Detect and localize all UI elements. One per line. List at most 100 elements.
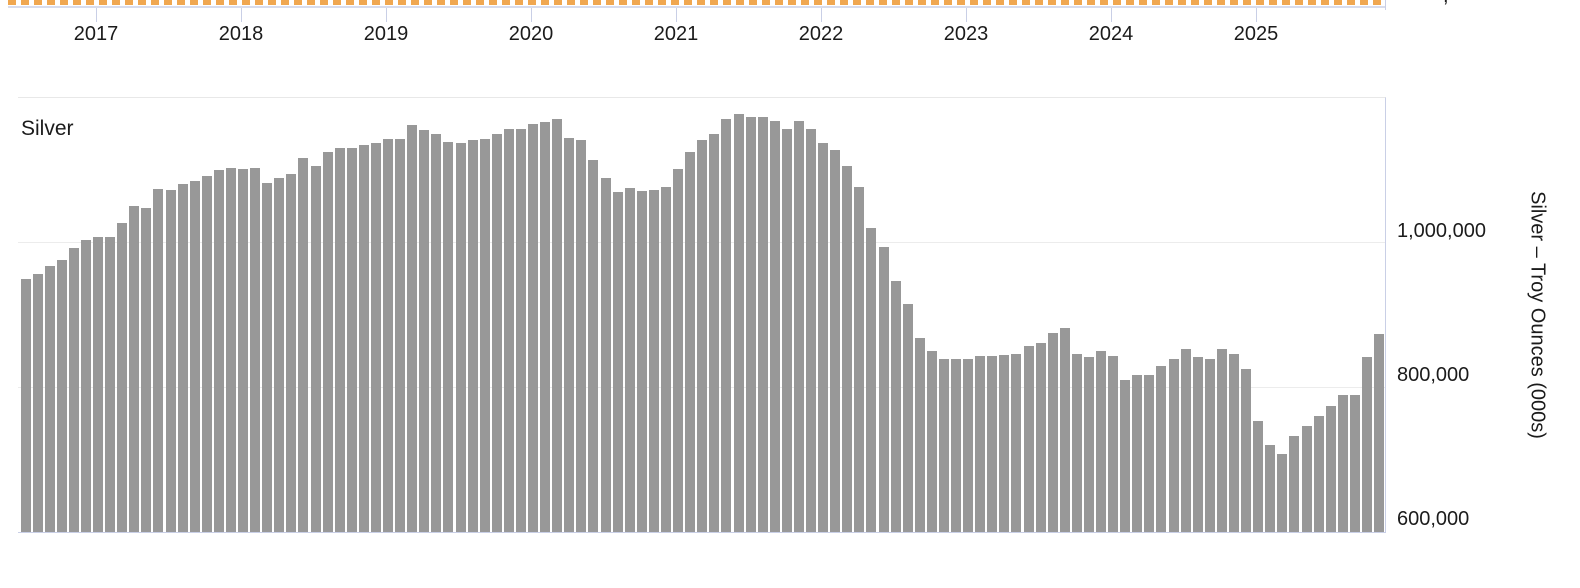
bar[interactable] bbox=[56, 260, 67, 532]
bar[interactable] bbox=[648, 189, 659, 532]
bar[interactable] bbox=[93, 237, 103, 532]
bar[interactable] bbox=[1083, 357, 1094, 532]
bar[interactable] bbox=[1168, 359, 1179, 532]
bar[interactable] bbox=[866, 227, 877, 532]
bar[interactable] bbox=[1180, 349, 1191, 532]
bar[interactable] bbox=[443, 141, 454, 532]
bar[interactable] bbox=[806, 128, 817, 532]
bar[interactable] bbox=[262, 183, 273, 532]
bar[interactable] bbox=[431, 133, 442, 532]
bar[interactable] bbox=[926, 351, 937, 532]
bar[interactable] bbox=[1011, 353, 1022, 532]
bar[interactable] bbox=[697, 140, 708, 532]
bar[interactable] bbox=[576, 139, 587, 532]
bar[interactable] bbox=[1277, 453, 1288, 532]
bar[interactable] bbox=[1144, 375, 1155, 532]
bar[interactable] bbox=[419, 130, 430, 532]
bar[interactable] bbox=[334, 148, 345, 532]
bar[interactable] bbox=[745, 117, 756, 532]
bar[interactable] bbox=[999, 355, 1010, 532]
bar[interactable] bbox=[854, 186, 865, 532]
bar[interactable] bbox=[274, 177, 285, 532]
bar[interactable] bbox=[564, 137, 575, 532]
bar[interactable] bbox=[117, 222, 128, 532]
bar[interactable] bbox=[709, 133, 720, 532]
bar[interactable] bbox=[225, 167, 236, 532]
bar[interactable] bbox=[346, 147, 357, 532]
bar[interactable] bbox=[830, 149, 841, 532]
bar[interactable] bbox=[914, 337, 925, 532]
bar[interactable] bbox=[1132, 374, 1143, 532]
bar[interactable] bbox=[938, 359, 949, 532]
bar[interactable] bbox=[1253, 421, 1264, 532]
bar[interactable] bbox=[902, 304, 913, 532]
bar[interactable] bbox=[503, 128, 514, 532]
bar[interactable] bbox=[479, 138, 490, 532]
bar[interactable] bbox=[310, 165, 321, 532]
bar[interactable] bbox=[1361, 357, 1372, 532]
bar[interactable] bbox=[1216, 349, 1227, 532]
bar[interactable] bbox=[141, 207, 152, 532]
bar[interactable] bbox=[528, 123, 539, 532]
bar[interactable] bbox=[32, 274, 43, 532]
bar[interactable] bbox=[250, 167, 261, 532]
bar[interactable] bbox=[1349, 395, 1360, 532]
bar[interactable] bbox=[383, 138, 394, 532]
bar[interactable] bbox=[1289, 435, 1300, 532]
bar[interactable] bbox=[1301, 425, 1312, 532]
bar[interactable] bbox=[1313, 415, 1324, 532]
bar[interactable] bbox=[129, 206, 140, 532]
bar[interactable] bbox=[1047, 333, 1058, 532]
bar[interactable] bbox=[407, 125, 418, 532]
bar[interactable] bbox=[987, 355, 998, 532]
bar[interactable] bbox=[177, 184, 188, 532]
bar[interactable] bbox=[44, 266, 55, 532]
bar[interactable] bbox=[685, 151, 696, 532]
bar[interactable] bbox=[322, 151, 333, 532]
bar[interactable] bbox=[153, 188, 164, 532]
bar[interactable] bbox=[951, 359, 962, 532]
bar[interactable] bbox=[1059, 328, 1070, 532]
bar[interactable] bbox=[769, 120, 780, 532]
bar[interactable] bbox=[890, 281, 901, 532]
bar[interactable] bbox=[600, 177, 611, 532]
bar[interactable] bbox=[721, 119, 732, 532]
bar[interactable] bbox=[105, 237, 116, 532]
bar[interactable] bbox=[201, 175, 212, 532]
bar[interactable] bbox=[612, 191, 623, 532]
bar[interactable] bbox=[781, 128, 792, 532]
bar[interactable] bbox=[636, 190, 647, 532]
bar[interactable] bbox=[661, 186, 671, 532]
bar[interactable] bbox=[189, 180, 200, 532]
bar[interactable] bbox=[878, 247, 889, 532]
bar[interactable] bbox=[963, 359, 974, 532]
bar[interactable] bbox=[213, 170, 224, 532]
bar[interactable] bbox=[1229, 353, 1239, 532]
bar[interactable] bbox=[540, 122, 551, 532]
bar[interactable] bbox=[1023, 345, 1034, 532]
bar[interactable] bbox=[515, 128, 526, 532]
bar[interactable] bbox=[1096, 350, 1107, 532]
bar[interactable] bbox=[20, 279, 31, 532]
bar[interactable] bbox=[1035, 343, 1046, 532]
bar[interactable] bbox=[757, 117, 768, 532]
bar[interactable] bbox=[588, 159, 599, 532]
bar[interactable] bbox=[818, 142, 829, 532]
bar[interactable] bbox=[1204, 359, 1215, 532]
bar[interactable] bbox=[165, 189, 176, 532]
bar[interactable] bbox=[1120, 380, 1131, 532]
bar[interactable] bbox=[1337, 395, 1348, 532]
bar[interactable] bbox=[673, 168, 684, 532]
bar[interactable] bbox=[1071, 353, 1082, 532]
bar[interactable] bbox=[733, 113, 744, 532]
bar[interactable] bbox=[793, 120, 804, 532]
bar[interactable] bbox=[1325, 405, 1336, 532]
bar[interactable] bbox=[467, 139, 478, 532]
bar[interactable] bbox=[1156, 365, 1167, 532]
bar[interactable] bbox=[395, 138, 406, 532]
bar[interactable] bbox=[370, 142, 381, 532]
bar[interactable] bbox=[975, 355, 986, 532]
bar[interactable] bbox=[624, 188, 635, 532]
bar[interactable] bbox=[1374, 334, 1385, 532]
bar[interactable] bbox=[358, 144, 369, 532]
